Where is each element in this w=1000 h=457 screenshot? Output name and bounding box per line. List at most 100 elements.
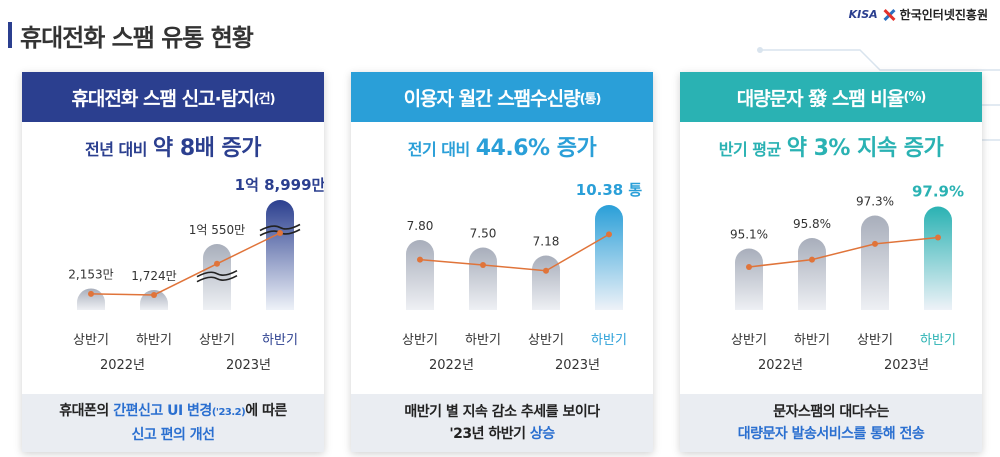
footer-line-2: '23년 하반기 상승 [449,423,555,445]
category-label-2: 상반기 [199,333,235,348]
headline-value: 약 3% 지속 증가 [786,136,944,161]
trend-point-2 [872,240,878,247]
footer-highlight: 상승 [529,426,555,442]
panel-footer: 매반기 별 지속 감소 추세를 보이다 '23년 하반기 상승 [351,394,653,452]
panel-header: 휴대전화 스팸 신고·탐지 (건) [22,72,324,122]
bar-1 [798,238,826,310]
footer-text: 휴대폰의 [59,403,114,419]
panel-title: 이용자 월간 스팸수신량 [403,87,581,110]
category-label-3: 하반기 [920,333,956,348]
data-label-0: 2,153만 [68,267,113,281]
page-title: 휴대전화 스팸 유통 현황 [20,24,254,52]
headline-value: 44.6% 증가 [475,136,597,161]
group-label-0: 2022년 [429,358,474,373]
data-label-2: 7.18 [533,235,560,249]
panel-unit: (%) [903,89,926,105]
headline-prefix: 전년 대비 [84,140,147,159]
trend-point-2 [543,267,549,274]
trend-line [419,233,610,272]
chart-bulk-sms-ratio: 95.1% 상반기 95.8% 하반기 97.3% 상반기 97.9% 하반기 2022년 202… [730,183,964,374]
bar-2 [861,215,889,310]
trend-point-3 [935,234,941,241]
data-label-3: 97.9% [912,183,964,201]
panel-bulk-sms-ratio: 대량문자 發 스팸 비율 (%) 반기 평균 약 3% 지속 증가 95.1% 상반기… [680,72,982,452]
panel-headline: 전기 대비 44.6% 증가 [351,130,653,162]
data-label-1: 7.50 [470,227,497,241]
logo-name: 한국인터넷진흥원 [899,8,988,22]
bar-0 [406,240,434,310]
category-label-0: 상반기 [73,333,109,348]
trend-point-1 [809,256,815,263]
title-accent-bar [8,22,12,48]
axis-break-2 [196,269,238,283]
category-label-1: 하반기 [465,333,501,348]
bar-3 [924,206,952,310]
panel-unit: (건) [253,91,276,107]
category-label-1: 하반기 [136,333,172,348]
headline-value: 약 8배 증가 [152,136,262,161]
group-label-0: 2022년 [100,358,145,373]
headline-prefix: 전기 대비 [407,140,470,159]
footer-date: ('23.2) [211,407,246,418]
group-label-0: 2022년 [758,358,803,373]
trend-point-2 [214,260,220,267]
data-label-0: 95.1% [730,228,768,242]
data-label-1: 1,724만 [131,269,176,283]
panel-title: 휴대전화 스팸 신고·탐지 [71,87,254,110]
bar-0 [735,248,763,310]
trend-point-1 [151,291,157,298]
panel-title: 대량문자 發 스팸 비율 [736,87,905,110]
trend-point-3 [277,230,283,236]
trend-point-3 [606,231,612,238]
footer-text-after: 에 따른 [245,403,287,419]
group-label-1: 2023년 [555,358,600,373]
group-label-1: 2023년 [226,358,271,373]
data-label-2: 97.3% [856,195,894,209]
footer-line-2: 대량문자 발송서비스를 통해 전송 [737,426,925,442]
bar-3 [266,200,294,310]
logo-x-icon [882,8,896,22]
data-label-2: 1억 550만 [189,223,245,237]
footer-line-1: 매반기 별 지속 감소 추세를 보이다 [404,404,600,420]
footer-line-2: 신고 편의 개선 [131,427,215,443]
panel-footer: 휴대폰의 간편신고 UI 변경('23.2)에 따른 신고 편의 개선 [22,394,324,452]
footer-line-1: 휴대폰의 간편신고 UI 변경('23.2)에 따른 [59,400,287,424]
data-label-3: 10.38 통 [576,181,643,199]
logo-mark: KISA [848,8,878,21]
panel-header: 대량문자 發 스팸 비율 (%) [680,72,982,122]
headline-prefix: 반기 평균 [718,140,781,159]
trend-line [748,236,939,268]
footer-text: '23년 하반기 [449,426,530,442]
category-label-3: 하반기 [262,333,298,348]
footer-line-1: 문자스팸의 대다수는 [773,404,889,420]
data-label-1: 95.8% [793,217,831,231]
panel-footer: 문자스팸의 대다수는 대량문자 발송서비스를 통해 전송 [680,394,982,452]
data-label-3: 1억 8,999만 [235,176,324,194]
trend-point-0 [417,256,423,263]
category-label-0: 상반기 [402,333,438,348]
trend-point-0 [746,263,752,270]
data-label-0: 7.80 [407,219,434,233]
trend-point-0 [88,290,94,297]
category-label-2: 상반기 [528,333,564,348]
trend-line [90,232,281,296]
panel-headline: 전년 대비 약 8배 증가 [22,130,324,162]
panel-header: 이용자 월간 스팸수신량 (통) [351,72,653,122]
group-label-1: 2023년 [884,358,929,373]
bar-1 [469,247,497,310]
kisa-logo: KISA 한국인터넷진흥원 [849,6,988,23]
category-label-2: 상반기 [857,333,893,348]
category-label-3: 하반기 [591,333,627,348]
trend-point-1 [480,262,486,268]
panel-headline: 반기 평균 약 3% 지속 증가 [680,130,982,162]
bar-2 [532,255,560,310]
panel-monthly-spam-received: 이용자 월간 스팸수신량 (통) 전기 대비 44.6% 증가 7.80 상반기 7.5… [351,72,653,452]
category-label-1: 하반기 [794,333,830,348]
panel-unit: (통) [579,91,602,107]
bar-3 [595,205,623,310]
footer-highlight: 간편신고 UI 변경 [113,403,212,419]
category-label-0: 상반기 [731,333,767,348]
